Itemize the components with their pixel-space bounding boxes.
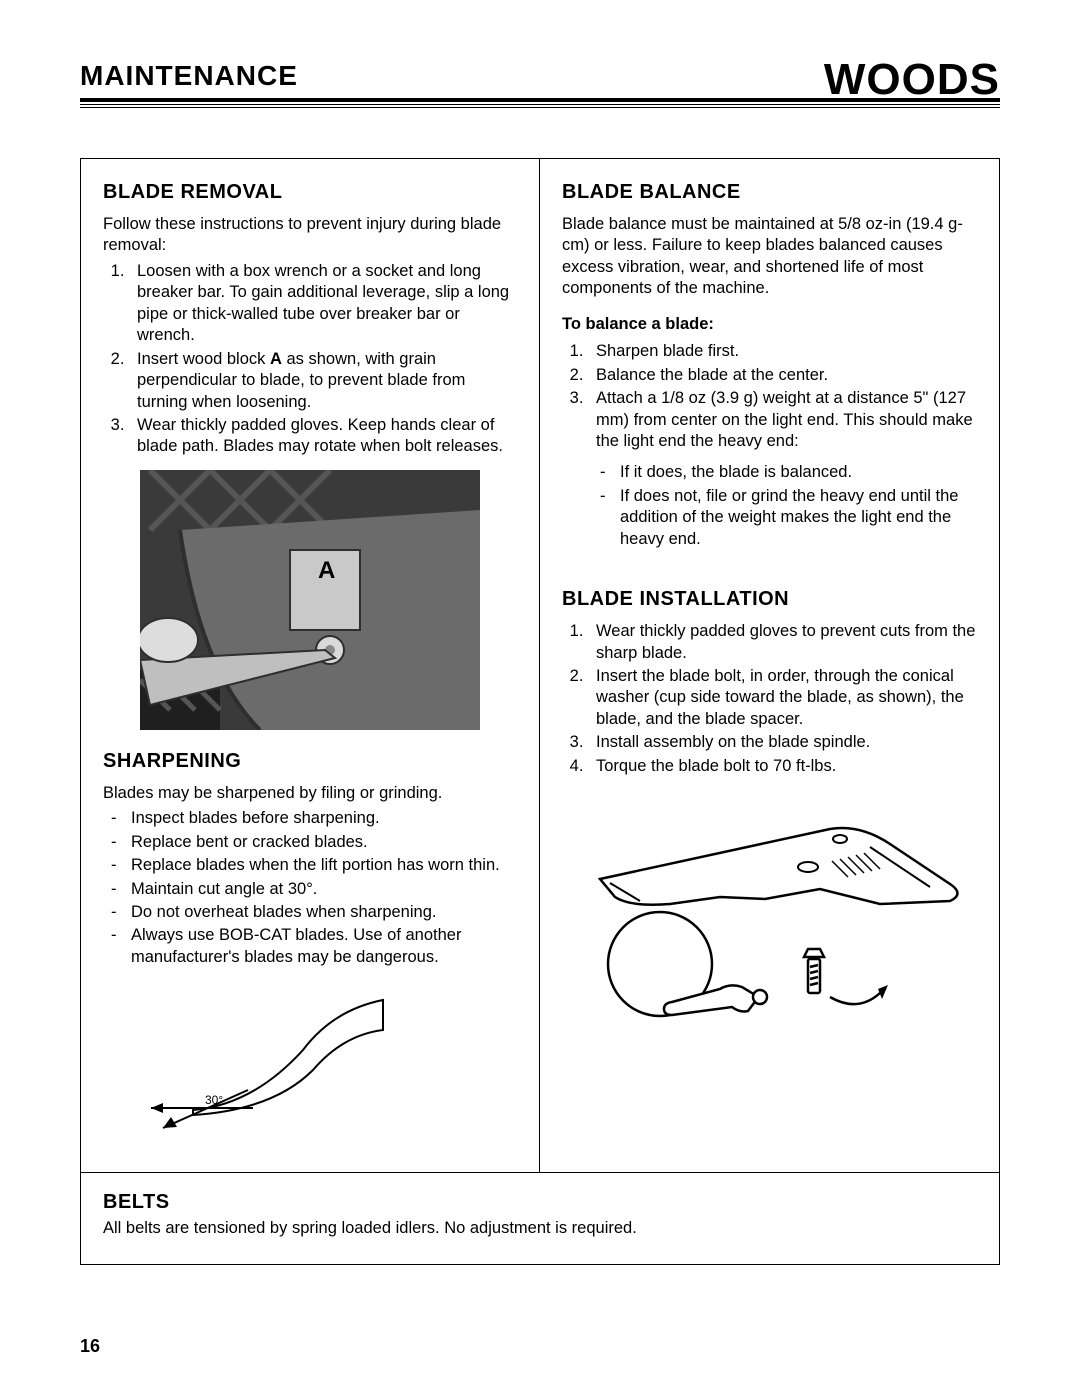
sharpening-heading: SHARPENING: [103, 750, 517, 773]
list-item: Replace blades when the lift portion has…: [103, 855, 517, 876]
page: MAINTENANCE WOODS BLADE REMOVAL Follow t…: [0, 0, 1080, 1397]
brand-logo-text: WOODS: [824, 55, 1000, 105]
two-column-layout: BLADE REMOVAL Follow these instructions …: [81, 159, 999, 1172]
content-box: BLADE REMOVAL Follow these instructions …: [80, 158, 1000, 1265]
belts-text: All belts are tensioned by spring loaded…: [103, 1218, 977, 1239]
left-column: BLADE REMOVAL Follow these instructions …: [81, 159, 540, 1172]
list-item: Replace bent or cracked blades.: [103, 832, 517, 853]
list-item: Sharpen blade first.: [588, 341, 977, 362]
list-item: Always use BOB-CAT blades. Use of anothe…: [103, 925, 517, 968]
list-item: Attach a 1/8 oz (3.9 g) weight at a dist…: [588, 388, 977, 452]
blade-balance-intro: Blade balance must be maintained at 5/8 …: [562, 214, 977, 300]
sharpening-diagram: 30°: [133, 980, 517, 1130]
list-item: Maintain cut angle at 30°.: [103, 879, 517, 900]
belts-heading: BELTS: [103, 1191, 977, 1214]
list-item: Loosen with a box wrench or a socket and…: [129, 261, 517, 347]
page-header: MAINTENANCE WOODS: [80, 60, 1000, 108]
balance-sub-bullets: If it does, the blade is balanced. If do…: [562, 462, 977, 550]
blade-install-heading: BLADE INSTALLATION: [562, 588, 977, 611]
list-item: Install assembly on the blade spindle.: [588, 732, 977, 753]
list-item: Inspect blades before sharpening.: [103, 808, 517, 829]
list-item: Insert wood block A as shown, with grain…: [129, 349, 517, 413]
page-number: 16: [80, 1336, 100, 1357]
list-item: Do not overheat blades when sharpening.: [103, 902, 517, 923]
angle-label: 30°: [205, 1093, 223, 1107]
list-item: Torque the blade bolt to 70 ft-lbs.: [588, 756, 977, 777]
sharpening-intro: Blades may be sharpened by filing or gri…: [103, 783, 517, 804]
blade-removal-photo: A: [103, 470, 517, 730]
right-column: BLADE BALANCE Blade balance must be main…: [540, 159, 999, 1172]
blade-balance-heading: BLADE BALANCE: [562, 181, 977, 204]
blade-removal-heading: BLADE REMOVAL: [103, 181, 517, 204]
blade-removal-steps: Loosen with a box wrench or a socket and…: [103, 261, 517, 458]
list-item: If does not, file or grind the heavy end…: [592, 486, 977, 550]
list-item: Insert the blade bolt, in order, through…: [588, 666, 977, 730]
balance-subhead: To balance a blade:: [562, 314, 977, 335]
belts-section: BELTS All belts are tensioned by spring …: [81, 1172, 999, 1263]
balance-steps: Sharpen blade first. Balance the blade a…: [562, 341, 977, 452]
list-item: Balance the blade at the center.: [588, 365, 977, 386]
blade-removal-intro: Follow these instructions to prevent inj…: [103, 214, 517, 257]
svg-text:A: A: [318, 557, 335, 584]
list-item: If it does, the blade is balanced.: [592, 462, 977, 483]
list-item: Wear thickly padded gloves to prevent cu…: [588, 621, 977, 664]
list-item: Wear thickly padded gloves. Keep hands c…: [129, 415, 517, 458]
blade-install-diagram: [562, 789, 977, 1029]
sharpening-bullets: Inspect blades before sharpening. Replac…: [103, 808, 517, 968]
install-steps: Wear thickly padded gloves to prevent cu…: [562, 621, 977, 777]
